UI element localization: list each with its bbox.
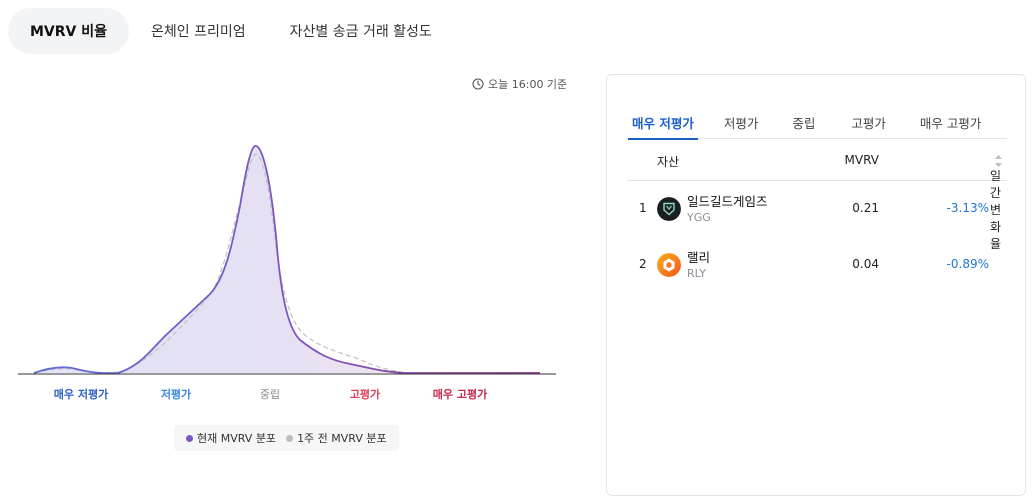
legend-dot-icon (186, 434, 193, 442)
column-header-daily-change-label: 일간 변화율 (990, 169, 1002, 251)
table-row[interactable]: 2 랠리 RLY 0.04 -0.89% (627, 237, 1007, 293)
asset-daily-change: -3.13% (946, 201, 989, 215)
current-distribution-area (34, 145, 540, 374)
legend-item-previous-week[interactable]: 1주 전 MVRV 분포 (286, 430, 387, 446)
chart-legend: 현재 MVRV 분포 1주 전 MVRV 분포 (174, 425, 399, 451)
valuation-tab-bar: 매우 저평가 저평가 중립 고평가 매우 고평가 (627, 105, 1007, 140)
panel-tab-neutral[interactable]: 중립 (792, 115, 816, 131)
rly-logo-icon (657, 253, 681, 277)
legend-label: 1주 전 MVRV 분포 (297, 432, 387, 445)
legend-dot-icon (286, 434, 294, 442)
previous-week-distribution-line (33, 153, 540, 374)
legend-label: 현재 MVRV 분포 (197, 432, 277, 445)
update-timestamp: 오늘 16:00 기준 (472, 76, 567, 92)
zone-label-very-undervalued: 매우 저평가 (53, 388, 109, 401)
zone-label-undervalued: 저평가 (160, 388, 192, 401)
zone-label-neutral: 중립 (259, 388, 281, 401)
asset-mvrv: 0.21 (852, 201, 879, 215)
column-header-daily-change[interactable]: 일간 변화율 (990, 153, 1003, 251)
distribution-svg (18, 145, 556, 375)
panel-tab-overvalued[interactable]: 고평가 (851, 115, 886, 131)
panel-tab-very-undervalued[interactable]: 매우 저평가 (628, 105, 698, 140)
top-tab-bar: MVRV 비율 온체인 프리미엄 자산별 송금 거래 활성도 (8, 8, 454, 54)
table-row[interactable]: 1 일드길드게임즈 YGG 0.21 -3.13% (627, 181, 1007, 237)
asset-ticker: YGG (687, 211, 711, 224)
asset-mvrv: 0.04 (852, 257, 879, 271)
column-header-mvrv: MVRV (844, 153, 879, 167)
asset-daily-change: -0.89% (946, 257, 989, 271)
row-rank: 2 (639, 257, 647, 271)
tab-mvrv-ratio[interactable]: MVRV 비율 (8, 8, 130, 54)
legend-item-current[interactable]: 현재 MVRV 분포 (186, 430, 276, 446)
table-header: 자산 MVRV 일간 변화율 (627, 139, 1007, 251)
panel-tab-very-overvalued[interactable]: 매우 고평가 (919, 115, 982, 131)
asset-list-panel: 매우 저평가 저평가 중립 고평가 매우 고평가 자산 MVRV 일간 변화율 … (606, 74, 1026, 496)
asset-name: 일드길드게임즈 (687, 194, 768, 209)
clock-icon (472, 78, 484, 90)
current-distribution-line (33, 145, 540, 375)
timestamp-text: 오늘 16:00 기준 (488, 78, 568, 91)
mvrv-distribution-chart (0, 96, 580, 396)
asset-name: 랠리 (687, 250, 711, 265)
panel-tab-undervalued[interactable]: 저평가 (723, 115, 759, 131)
zone-label-overvalued: 고평가 (349, 388, 381, 401)
column-header-asset: 자산 (657, 155, 680, 169)
sort-icon (995, 155, 1002, 167)
ygg-logo-icon (657, 197, 681, 221)
zone-label-very-overvalued: 매우 고평가 (432, 388, 488, 401)
tab-onchain-premium[interactable]: 온체인 프리미엄 (151, 24, 246, 40)
tab-transfer-activity[interactable]: 자산별 송금 거래 활성도 (289, 24, 432, 40)
asset-ticker: RLY (687, 267, 707, 280)
valuation-zone-labels: 매우 저평가 저평가 중립 고평가 매우 고평가 (0, 386, 580, 406)
row-rank: 1 (639, 201, 647, 215)
